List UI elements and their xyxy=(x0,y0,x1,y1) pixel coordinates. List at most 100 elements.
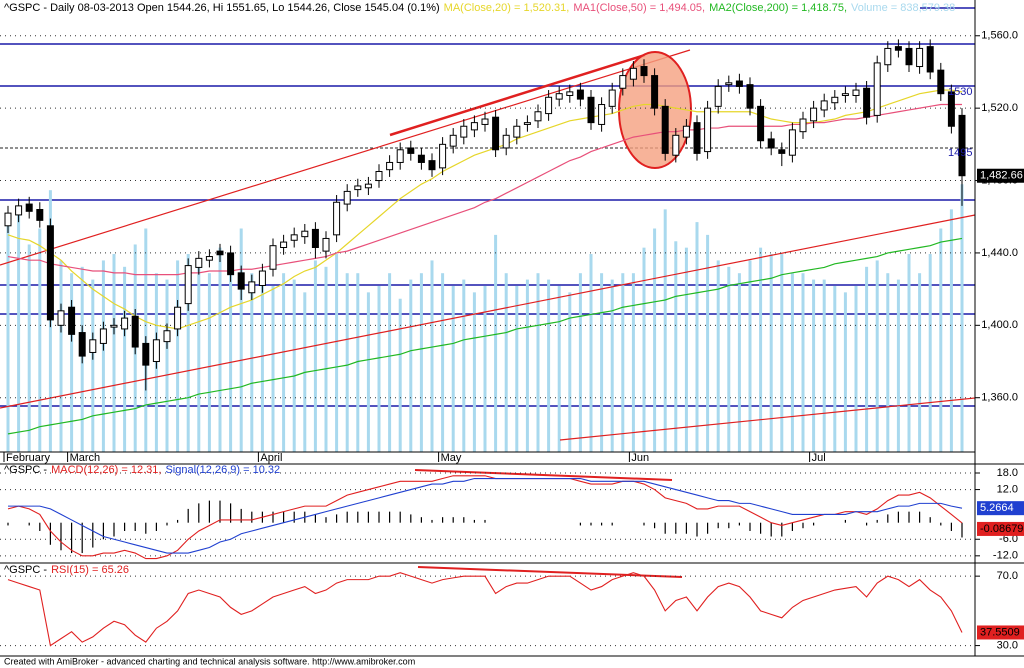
legend-entry: Volume = 838,579.38 xyxy=(851,2,955,14)
volume-bar xyxy=(38,228,42,452)
volume-bar xyxy=(748,260,752,452)
annotation: 1495 xyxy=(948,147,972,159)
volume-bar xyxy=(250,273,254,452)
value-tag: 5.2664 xyxy=(980,502,1014,514)
value-tag-box xyxy=(977,168,1024,183)
volume-bar xyxy=(6,222,10,452)
candle-body xyxy=(301,230,309,238)
volume-bar xyxy=(451,285,455,452)
annotation: 1530 xyxy=(948,86,972,98)
volume-bar xyxy=(939,228,943,452)
candle-body xyxy=(926,46,934,73)
volume-bar xyxy=(663,209,667,452)
volume-bar xyxy=(165,279,169,452)
volume-bar xyxy=(674,241,678,452)
volume-bar xyxy=(812,279,816,452)
series-line xyxy=(7,237,963,435)
volume-bar xyxy=(313,260,317,452)
candle-body xyxy=(280,241,288,249)
candle-body xyxy=(523,122,531,125)
candle-body xyxy=(216,250,224,256)
volume-bar xyxy=(769,254,773,452)
candle-body xyxy=(322,237,330,252)
x-tick-label: February xyxy=(6,452,51,464)
candle-body xyxy=(99,328,107,344)
value-tag-box xyxy=(977,521,1024,536)
volume-bar xyxy=(335,254,339,452)
volume-bar xyxy=(504,273,508,452)
candle-body xyxy=(619,75,627,89)
candle-body xyxy=(545,96,553,115)
candle-body xyxy=(184,265,192,305)
y-tick-label: 1,400.0 xyxy=(981,319,1018,331)
value-tag-box xyxy=(977,501,1024,516)
candle-body xyxy=(110,324,118,328)
candle-body xyxy=(947,91,955,127)
candle-body xyxy=(884,47,892,66)
x-tick-label: May xyxy=(441,452,462,464)
candle-body xyxy=(4,212,12,227)
volume-bar xyxy=(907,254,911,452)
candle-body xyxy=(25,203,33,212)
volume-bar xyxy=(70,273,74,452)
candle-body xyxy=(237,272,245,290)
y-tick-label: -6.0 xyxy=(999,533,1018,545)
candle-body xyxy=(46,225,54,321)
legend-entry: MA(Close,20) = 1,520.31, xyxy=(444,2,570,14)
candle-body xyxy=(576,89,584,100)
volume-bar xyxy=(377,285,381,452)
volume-bar xyxy=(547,279,551,452)
candle-body xyxy=(958,114,966,177)
candle-body xyxy=(417,154,425,163)
legend-entry: RSI(15) = 65.26 xyxy=(51,564,129,576)
candle-body xyxy=(375,170,383,182)
legend-title: ^GSPC - xyxy=(4,464,47,476)
candle-body xyxy=(396,149,404,163)
candle-body xyxy=(629,67,637,80)
price-levels xyxy=(0,7,975,407)
candle-body xyxy=(894,46,902,51)
volume-bar xyxy=(801,273,805,452)
candle-body xyxy=(735,80,743,87)
candle-body xyxy=(57,310,65,326)
volume-bar xyxy=(780,254,784,452)
legend-entry: MA1(Close,50) = 1,494.05, xyxy=(573,2,705,14)
volume-bar xyxy=(843,292,847,452)
volume-bar xyxy=(441,273,445,452)
volume-bar xyxy=(91,279,95,452)
value-tag: 37.5509 xyxy=(980,626,1020,638)
candle-body xyxy=(311,228,319,249)
volume-bar xyxy=(822,279,826,452)
volume-bar xyxy=(865,266,869,452)
candle-body xyxy=(131,315,139,348)
volume-bar xyxy=(621,273,625,452)
volume-bar xyxy=(430,260,434,452)
volume-bar xyxy=(790,273,794,452)
volume-bar xyxy=(875,260,879,452)
x-tick-label: April xyxy=(260,452,282,464)
value-tag: 1,482.66 xyxy=(980,170,1023,182)
candle-body xyxy=(36,208,44,221)
legend-entry: Signal(12,26,9) = 10.32 xyxy=(165,464,280,476)
volume-bar xyxy=(716,260,720,452)
trendline xyxy=(417,566,683,578)
candle-body xyxy=(841,93,849,96)
volume-bar xyxy=(186,254,190,452)
candle-body xyxy=(195,257,203,268)
volume-bar xyxy=(197,266,201,452)
legend-entry: MACD(12,26) = 12.31, xyxy=(51,464,161,476)
candle-body xyxy=(651,75,659,109)
candle-body xyxy=(290,234,298,241)
volume-bar xyxy=(101,260,105,452)
candle-body xyxy=(68,306,76,335)
volume-bar xyxy=(642,247,646,452)
volume-bar xyxy=(483,285,487,452)
volume-bar xyxy=(928,254,932,452)
trendline xyxy=(0,49,691,266)
volume-bar xyxy=(918,273,922,452)
candle-body xyxy=(810,107,818,122)
legend-title: ^GSPC - Daily 08-03-2013 Open 1544.26, H… xyxy=(4,2,440,14)
candle-body xyxy=(788,129,796,156)
